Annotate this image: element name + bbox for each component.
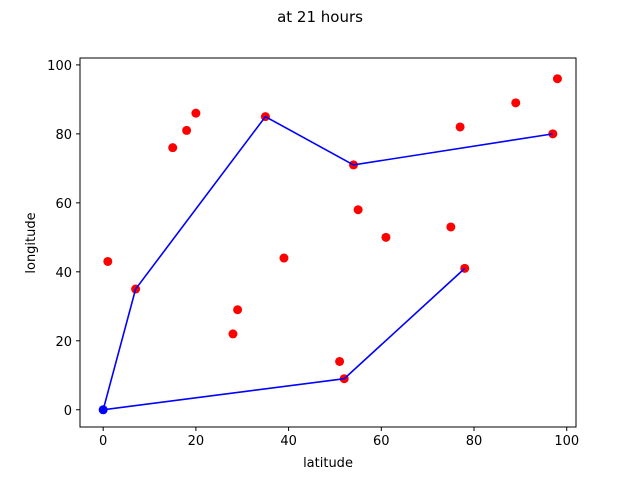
scatter-point: [233, 305, 243, 315]
scatter-point: [552, 74, 562, 84]
route-start-point: [98, 405, 108, 415]
y-tick-label: 60: [55, 197, 72, 212]
scatter-point: [103, 256, 113, 266]
y-tick-label: 40: [55, 266, 72, 281]
x-tick-label: 0: [99, 434, 107, 449]
scatter-point: [168, 143, 178, 153]
scatter-point: [335, 356, 345, 366]
scatter-point: [191, 108, 201, 118]
x-tick-label: 100: [554, 434, 579, 449]
scatter-point: [228, 329, 238, 339]
y-tick-label: 80: [55, 128, 72, 143]
y-tick-label: 0: [64, 404, 72, 419]
x-tick-label: 80: [466, 434, 483, 449]
scatter-point: [353, 205, 363, 215]
scatter-point: [381, 232, 391, 242]
y-tick-label: 20: [55, 335, 72, 350]
chart-title: at 21 hours: [277, 8, 363, 26]
plot-area: [80, 58, 576, 427]
plot-frame: [79, 57, 577, 428]
x-tick-label: 60: [373, 434, 390, 449]
scatter-point: [182, 125, 192, 135]
scatter-point: [511, 98, 521, 108]
data-layer: [98, 74, 562, 415]
x-axis: 0 20 40 60 80 100: [99, 427, 579, 449]
y-axis-label: longitude: [24, 212, 39, 273]
scatter-point: [446, 222, 456, 232]
x-axis-label: latitude: [303, 456, 353, 471]
scatter-point: [279, 253, 289, 263]
y-axis: 0 20 40 60 80 100: [47, 59, 80, 419]
x-tick-label: 20: [188, 434, 205, 449]
scatter-point: [455, 122, 465, 132]
route-line: [102, 115, 553, 411]
x-tick-label: 40: [280, 434, 297, 449]
y-tick-label: 100: [47, 59, 72, 74]
